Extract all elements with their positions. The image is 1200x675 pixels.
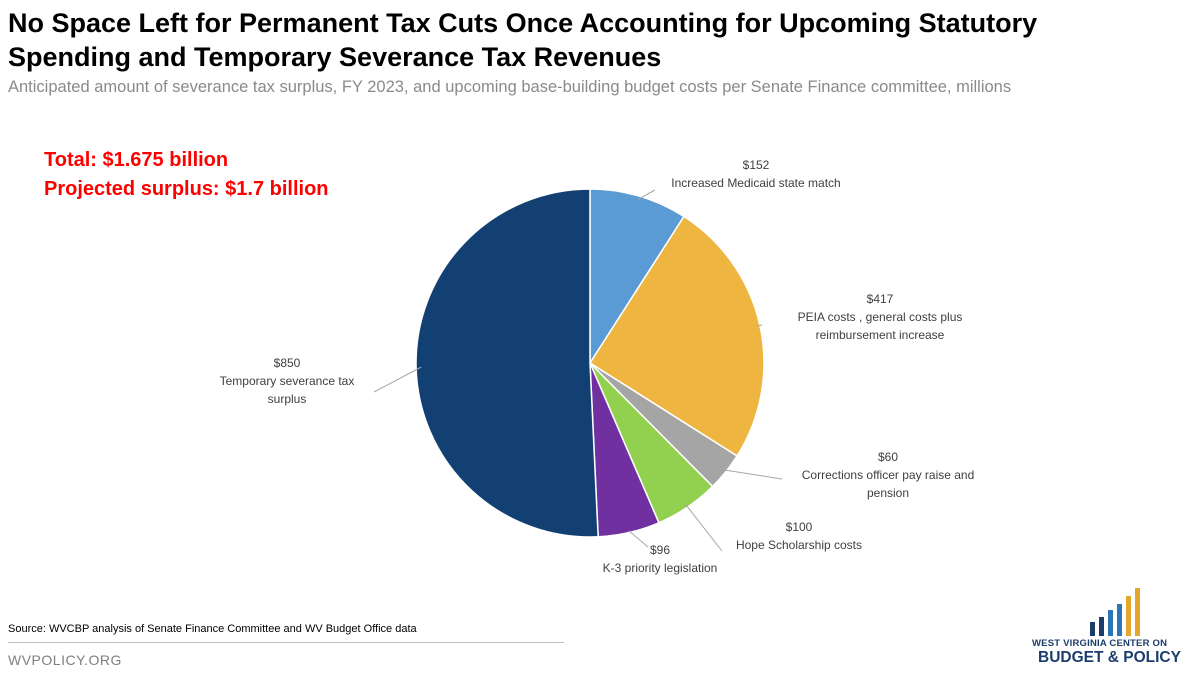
leader-line-1 [756,324,763,327]
slice-label-3: $100 Hope Scholarship costs [736,520,862,552]
site-url: WVPOLICY.ORG [8,652,122,668]
slice-label-5: $850 Temporary severance tax surplus [220,356,355,406]
slice-label-1: $417 PEIA costs , general costs plus reimb… [798,292,963,342]
slice-label-0: $152 Increased Medicaid state match [671,158,840,190]
slice-category-0-line-1: Increased Medicaid state match [671,176,840,190]
totals-annotation: Total: $1.675 billion Projected surplus:… [44,146,329,204]
slice-label-4: $96 K-3 priority legislation [603,543,718,575]
footer-divider [8,642,564,643]
slice-label-2: $60 Corrections officer pay raise and pens… [802,450,975,500]
slice-category-2-line-2: pension [867,486,909,500]
pie-slices [415,188,765,538]
chart-subtitle: Anticipated amount of severance tax surp… [8,78,1012,96]
slice-labels: $152 Increased Medicaid state match $417 PE… [220,158,975,575]
leader-line-0 [637,189,656,200]
slice-category-5-line-1: Temporary severance tax [220,374,355,388]
pie-slice-0 [589,188,685,366]
pie-slice-5 [415,188,599,538]
leader-line-4 [628,530,649,548]
chart-title: No Space Left for Permanent Tax Cuts Onc… [8,6,1188,74]
leader-line-3 [685,503,723,552]
logo-top-text: WEST VIRGINIA CENTER ON [1032,638,1168,649]
leader-line-2 [722,469,783,480]
logo-bars-icon [1090,588,1140,636]
slice-value-4: $96 [650,543,670,557]
slice-value-0: $152 [743,158,770,172]
slice-category-5-line-2: surplus [268,392,307,406]
source-note: Source: WVCBP analysis of Senate Finance… [8,623,417,635]
wvcbp-logo: WEST VIRGINIA CENTER ON BUDGET & POLICY [1016,586,1186,670]
slice-value-3: $100 [786,520,813,534]
slice-category-4-line-1: K-3 priority legislation [603,561,718,575]
slice-value-2: $60 [878,450,898,464]
slice-category-3-line-1: Hope Scholarship costs [736,538,862,552]
total-text: Total: $1.675 billion [44,149,229,171]
logo-bottom-text: BUDGET & POLICY [1038,649,1181,666]
chart-title-line-2: Spending and Temporary Severance Tax Rev… [8,42,662,72]
slice-category-1-line-1: PEIA costs , general costs plus [798,310,963,324]
leader-line-5 [373,366,422,393]
slice-category-2-line-1: Corrections officer pay raise and [802,468,975,482]
slice-value-1: $417 [867,292,894,306]
chart-title-line-1: No Space Left for Permanent Tax Cuts Onc… [8,8,1038,38]
label-leader-lines [373,189,783,552]
projected-surplus-text: Projected surplus: $1.7 billion [44,178,329,200]
slice-value-5: $850 [274,356,301,370]
slice-category-1-line-2: reimbursement increase [816,328,945,342]
